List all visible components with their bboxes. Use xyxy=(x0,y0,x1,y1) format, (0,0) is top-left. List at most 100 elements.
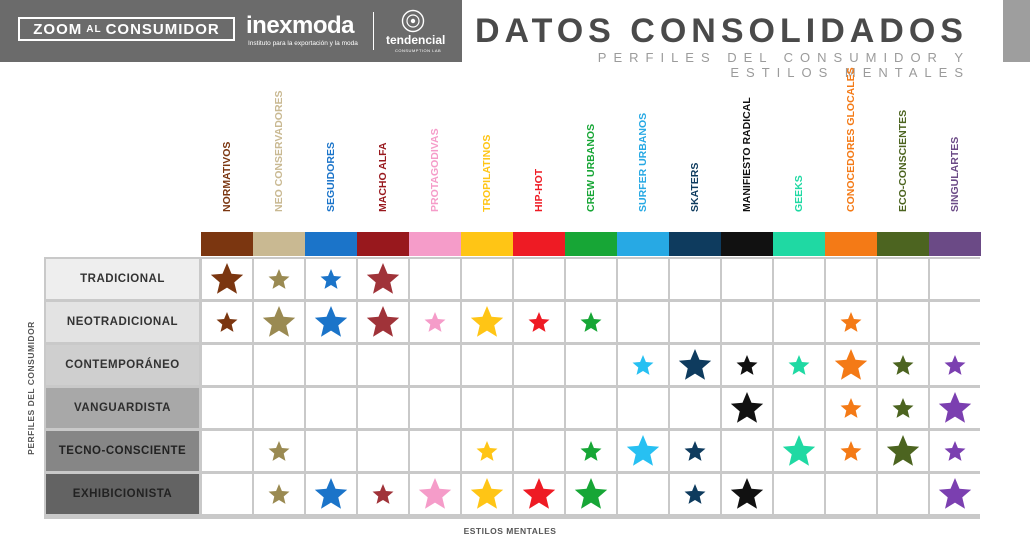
star-mark xyxy=(262,306,296,337)
column-swatch xyxy=(929,232,981,256)
column-swatch xyxy=(357,232,409,256)
matrix-cell xyxy=(306,345,356,385)
star-icon xyxy=(268,441,290,461)
y-axis-label: PERFILES DEL CONSUMIDOR xyxy=(26,321,36,455)
star-icon xyxy=(840,398,862,418)
column-swatch xyxy=(253,232,305,256)
matrix-cell xyxy=(514,345,564,385)
star-mark xyxy=(840,312,862,332)
matrix-cell xyxy=(358,388,408,428)
matrix-cell xyxy=(878,259,928,299)
column-header: ECO-CONSCIENTES xyxy=(897,109,909,212)
column-header: NEO CONSERVADORES xyxy=(273,90,285,212)
page-title: DATOS CONSOLIDADOS xyxy=(475,12,968,50)
matrix-cell xyxy=(462,259,512,299)
matrix-cell xyxy=(358,259,408,299)
column-header: SURFER URBANOS xyxy=(637,112,649,212)
matrix-cell xyxy=(202,345,252,385)
star-icon xyxy=(470,478,504,509)
matrix-cell xyxy=(358,345,408,385)
star-mark xyxy=(314,478,348,509)
matrix-cell xyxy=(722,474,772,514)
matrix-cell xyxy=(410,259,460,299)
star-icon xyxy=(210,263,244,294)
star-icon xyxy=(366,263,400,294)
star-icon xyxy=(782,435,816,466)
star-mark xyxy=(938,392,972,423)
matrix-cell xyxy=(826,474,876,514)
matrix-cell xyxy=(722,302,772,342)
zoom-al-consumidor-logo: ZOOM AL CONSUMIDOR xyxy=(18,17,235,41)
column-header: HIP-HOT xyxy=(533,168,545,212)
star-icon xyxy=(574,478,608,509)
matrix-cell xyxy=(254,302,304,342)
matrix-cell xyxy=(930,302,980,342)
matrix-cell xyxy=(254,259,304,299)
matrix-cell xyxy=(202,302,252,342)
matrix-cell xyxy=(358,302,408,342)
star-icon xyxy=(528,312,550,332)
matrix-cell xyxy=(774,388,824,428)
matrix-cell xyxy=(566,259,616,299)
star-mark xyxy=(788,355,810,375)
matrix-cell xyxy=(462,388,512,428)
star-icon xyxy=(314,478,348,509)
row-header: EXHIBICIONISTA xyxy=(46,474,199,514)
matrix-cell xyxy=(618,474,668,514)
matrix-cell xyxy=(306,302,356,342)
star-icon xyxy=(892,398,914,418)
star-mark xyxy=(632,355,654,375)
matrix-cell xyxy=(826,302,876,342)
tendencial-logo-icon xyxy=(401,9,425,33)
matrix-cell xyxy=(722,345,772,385)
star-mark xyxy=(678,349,712,380)
star-mark xyxy=(944,441,966,461)
star-icon xyxy=(944,355,966,375)
star-icon xyxy=(580,312,602,332)
matrix-cell xyxy=(722,259,772,299)
row-header: TECNO-CONSCIENTE xyxy=(46,431,199,471)
star-mark xyxy=(528,312,550,332)
matrix-cell xyxy=(202,388,252,428)
profile-style-matrix xyxy=(44,257,980,519)
star-mark xyxy=(268,269,290,289)
star-mark xyxy=(892,398,914,418)
star-mark xyxy=(886,435,920,466)
column-swatch xyxy=(409,232,461,256)
star-icon xyxy=(684,441,706,461)
star-icon xyxy=(938,392,972,423)
matrix-cell xyxy=(670,259,720,299)
star-icon xyxy=(476,441,498,461)
matrix-cell xyxy=(670,431,720,471)
matrix-cell xyxy=(410,431,460,471)
matrix-cell xyxy=(878,431,928,471)
x-axis-label: ESTILOS MENTALES xyxy=(463,526,557,536)
star-mark xyxy=(736,355,758,375)
page-subtitle: PERFILES DEL CONSUMIDOR Y ESTILOS MENTAL… xyxy=(597,50,970,80)
column-header: CREW URBANOS xyxy=(585,123,597,212)
row-header: NEOTRADICIONAL xyxy=(46,302,199,342)
star-mark xyxy=(944,355,966,375)
matrix-cell xyxy=(722,431,772,471)
matrix-cell xyxy=(774,431,824,471)
column-swatch xyxy=(669,232,721,256)
matrix-cell xyxy=(826,259,876,299)
column-swatch xyxy=(461,232,513,256)
star-icon xyxy=(366,306,400,337)
star-icon xyxy=(268,484,290,504)
matrix-cell xyxy=(462,302,512,342)
star-mark xyxy=(782,435,816,466)
matrix-cell xyxy=(462,345,512,385)
star-mark xyxy=(424,312,446,332)
column-header: CONOCEDORES GLOCALES xyxy=(845,67,857,212)
column-swatch xyxy=(721,232,773,256)
row-header: CONTEMPORÁNEO xyxy=(46,345,199,385)
matrix-cell xyxy=(722,388,772,428)
column-header: SEGUIDORES xyxy=(325,141,337,212)
matrix-cell xyxy=(826,431,876,471)
star-mark xyxy=(834,349,868,380)
column-swatch xyxy=(565,232,617,256)
star-mark xyxy=(938,478,972,509)
star-icon xyxy=(834,349,868,380)
star-mark xyxy=(476,441,498,461)
